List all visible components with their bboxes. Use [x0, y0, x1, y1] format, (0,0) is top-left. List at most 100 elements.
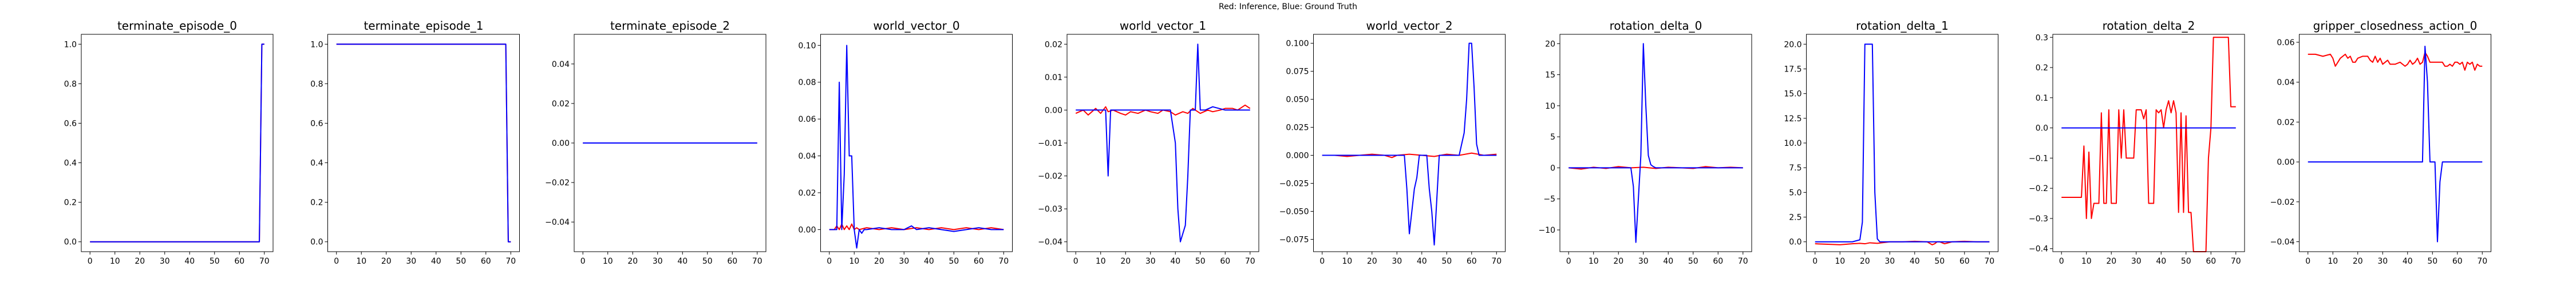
y-tick-label: 0.0: [64, 238, 77, 247]
subplot-5: world_vector_2 0 10 20 30 40 50 60 70 −0.075 −0.05…: [1279, 19, 1506, 266]
x-tick-label: 20: [381, 257, 392, 266]
x-tick-label: 40: [2156, 257, 2166, 266]
ground-truth-series-line: [1076, 43, 1250, 243]
x-tick-label: 0: [827, 257, 832, 266]
y-tick-label: 0.02: [798, 189, 816, 198]
x-tick-label: 0: [88, 257, 93, 266]
x-tick-label: 60: [727, 257, 737, 266]
y-tick-label: 0.06: [798, 115, 816, 124]
x-tick-label: 70: [505, 257, 516, 266]
x-tick-label: 20: [135, 257, 145, 266]
x-tick-label: 50: [1195, 257, 1206, 266]
x-tick-label: 70: [1491, 257, 1502, 266]
y-tick-label: 0.3: [2036, 33, 2048, 42]
x-tick-label: 40: [184, 257, 195, 266]
x-tick-label: 10: [849, 257, 859, 266]
x-tick-label: 10: [1589, 257, 1599, 266]
y-tick-label: −0.02: [545, 178, 570, 188]
x-tick-label: 70: [2477, 257, 2487, 266]
y-tick-label: 0.025: [1286, 124, 1309, 133]
x-tick-label: 10: [1835, 257, 1845, 266]
y-tick-label: 0.04: [2277, 78, 2294, 88]
x-tick-label: 0: [1319, 257, 1325, 266]
subplot-3: world_vector_0 0 10 20 30 40 50 60 70 0.00 0.02 0.0…: [798, 19, 1013, 266]
y-tick-label: 0.6: [64, 119, 77, 128]
y-tick-label: 10.0: [1784, 139, 1801, 148]
x-tick-label: 20: [627, 257, 638, 266]
x-tick-label: 70: [2231, 257, 2241, 266]
x-tick-label: 0: [2059, 257, 2064, 266]
subplot-title: terminate_episode_0: [117, 19, 237, 33]
x-tick-label: 20: [2353, 257, 2363, 266]
plot-frame: [1313, 34, 1506, 252]
inference-series-line: [2308, 51, 2483, 71]
figure-suptitle: Red: Inference, Blue: Ground Truth: [1219, 2, 1357, 11]
x-tick-label: 0: [580, 257, 586, 266]
x-tick-label: 10: [356, 257, 366, 266]
subplot-7: rotation_delta_1 0 10 20 30 40 50 60 70 0.0 2.5 5.0…: [1784, 19, 1998, 266]
y-tick-label: 0.00: [798, 225, 816, 235]
subplot-title: world_vector_0: [873, 19, 959, 33]
subplot-9: gripper_closedness_action_0 0 10 20 30 40 50 60…: [2270, 19, 2491, 266]
y-tick-label: 0.0: [310, 238, 323, 247]
y-tick-label: 0.06: [2277, 38, 2294, 47]
inference-series-line: [90, 43, 264, 243]
y-tick-label: −0.03: [1038, 205, 1062, 214]
x-tick-label: 30: [160, 257, 170, 266]
y-tick-label: 0.4: [310, 159, 323, 168]
subplot-title: rotation_delta_0: [1610, 19, 1702, 33]
y-tick-label: 0.08: [798, 78, 816, 88]
y-tick-label: 0.10: [798, 41, 816, 50]
y-tick-label: 5.0: [1789, 188, 1801, 197]
x-tick-label: 30: [2377, 257, 2388, 266]
subplot-title: rotation_delta_1: [1856, 19, 1949, 33]
y-tick-label: −0.2: [2029, 184, 2048, 193]
x-tick-label: 70: [1984, 257, 1994, 266]
y-tick-label: 0: [1550, 164, 1555, 173]
x-tick-label: 50: [2181, 257, 2191, 266]
y-tick-label: −0.01: [1038, 139, 1062, 148]
x-tick-label: 40: [924, 257, 934, 266]
y-tick-label: 2.5: [1789, 213, 1801, 223]
y-tick-label: 5: [1550, 133, 1555, 142]
ground-truth-series-line: [90, 43, 264, 243]
x-tick-label: 60: [2452, 257, 2463, 266]
x-tick-label: 20: [2106, 257, 2116, 266]
y-tick-label: 0.0: [2036, 124, 2048, 133]
y-tick-label: −0.1: [2029, 154, 2048, 163]
ground-truth-series-line: [2308, 45, 2483, 243]
x-tick-label: 60: [1959, 257, 1970, 266]
y-tick-label: 0.2: [310, 198, 323, 208]
y-tick-label: −0.04: [1038, 238, 1062, 247]
x-tick-label: 10: [603, 257, 613, 266]
subplot-6: rotation_delta_0 0 10 20 30 40 50 60 70 −10 −5 0 5 10…: [1538, 19, 1752, 266]
x-tick-label: 10: [110, 257, 120, 266]
subplot-4: world_vector_1 0 10 20 30 40 50 60 70 −0.04 −0.03 −…: [1038, 19, 1259, 266]
y-tick-label: 15.0: [1784, 90, 1801, 99]
y-tick-label: 0.02: [2277, 118, 2294, 127]
x-tick-label: 30: [1392, 257, 1402, 266]
x-tick-label: 40: [1417, 257, 1427, 266]
x-tick-label: 30: [2131, 257, 2142, 266]
x-tick-label: 60: [1220, 257, 1230, 266]
x-tick-label: 40: [1170, 257, 1180, 266]
x-tick-label: 70: [752, 257, 762, 266]
y-tick-label: 0.8: [310, 80, 323, 89]
y-tick-label: 20: [1545, 39, 1555, 49]
x-tick-label: 30: [1884, 257, 1895, 266]
inference-series-line: [829, 223, 1004, 231]
x-tick-label: 50: [1934, 257, 1945, 266]
y-tick-label: −0.050: [1279, 207, 1309, 216]
ground-truth-series-line: [829, 45, 1004, 249]
x-tick-label: 30: [653, 257, 663, 266]
y-tick-label: −0.04: [2270, 238, 2295, 247]
y-tick-label: −0.3: [2029, 214, 2048, 224]
y-tick-label: −0.025: [1279, 180, 1309, 189]
x-tick-label: 50: [210, 257, 220, 266]
x-tick-label: 60: [234, 257, 244, 266]
x-tick-label: 0: [1073, 257, 1078, 266]
y-tick-label: 0.4: [64, 159, 77, 168]
plot-frame: [820, 34, 1013, 252]
x-tick-label: 40: [2403, 257, 2413, 266]
y-tick-label: 7.5: [1789, 164, 1801, 173]
